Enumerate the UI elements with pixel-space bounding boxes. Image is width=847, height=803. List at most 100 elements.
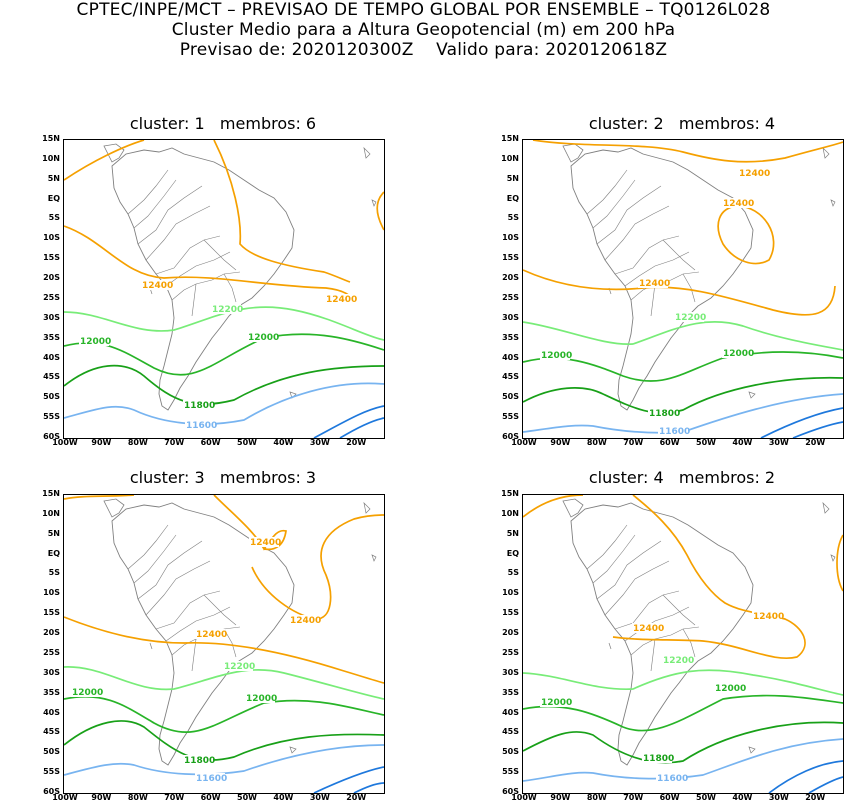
- lon-tick-label: 30W: [309, 793, 330, 802]
- country-border: [596, 540, 662, 600]
- lat-tick-label: EQ: [506, 193, 519, 203]
- contour-label-background: [211, 304, 241, 314]
- contour-11800: [523, 376, 843, 414]
- contour-11600: [523, 393, 843, 434]
- contour-11600: [64, 744, 384, 776]
- lat-tick-label: 10N: [42, 153, 60, 163]
- contour-label: 11600: [186, 421, 217, 431]
- contour-label-background: [662, 655, 692, 665]
- contour-label-background: [247, 332, 277, 342]
- lat-tick-label: 10N: [42, 508, 60, 518]
- contour-label: 11800: [643, 754, 674, 764]
- contour-label: 12200: [663, 656, 694, 666]
- contour-label-background: [185, 420, 215, 430]
- map-panel-cluster-2: 12400 12400 12400 12200 12000 12000 11800 11600: [522, 139, 844, 439]
- country-border: [592, 534, 636, 584]
- header-line-3: Previsao de: 2020120300Z Valido para: 20…: [179, 40, 668, 60]
- contour-label: 12000: [248, 333, 279, 343]
- lon-tick-label: 90W: [550, 438, 571, 447]
- lon-tick-label: 30W: [768, 793, 789, 802]
- contour-12200: [64, 666, 384, 700]
- lon-tick-label: 100W: [511, 438, 537, 447]
- lon-tick-label: 100W: [52, 438, 78, 447]
- lat-tick-label: 30S: [43, 312, 60, 322]
- map-panel-cluster-1: 12400 12400 12200 12000 12000 11800 11600: [63, 139, 385, 439]
- map-panel-cluster-4: 12400 12400 12200 12000 12000 11800 11600: [522, 494, 844, 794]
- lon-tick-label: 90W: [550, 793, 571, 802]
- lat-tick-label: 20S: [502, 628, 519, 638]
- lon-tick-label: 40W: [732, 438, 753, 447]
- lat-tick-label: 35S: [43, 687, 60, 697]
- contour-label-background: [632, 623, 662, 633]
- country-border: [223, 628, 237, 658]
- lon-tick-label: 50W: [237, 438, 257, 447]
- contour-label-background: [714, 683, 744, 693]
- lon-tick-label: 20W: [805, 438, 826, 447]
- country-border: [650, 283, 656, 317]
- lat-tick-label: 10S: [43, 588, 60, 598]
- lon-tick-label: 80W: [127, 438, 148, 447]
- lat-tick-label: EQ: [47, 548, 60, 558]
- contour-label: 11800: [649, 409, 680, 419]
- island-outline: [830, 199, 836, 207]
- lat-tick-label: 50S: [43, 392, 60, 402]
- lat-tick-label: 55S: [43, 767, 60, 777]
- island-outline: [822, 146, 830, 159]
- country-border: [155, 590, 221, 630]
- country-border: [604, 205, 670, 261]
- lon-tick-label: 80W: [586, 793, 607, 802]
- lat-tick-label: 35S: [502, 332, 519, 342]
- contour-label-background: [642, 753, 672, 763]
- lat-tick-label: 5S: [507, 568, 519, 578]
- contour-11400: [760, 407, 843, 438]
- lat-tick-label: 15N: [42, 489, 60, 498]
- country-border: [133, 534, 177, 584]
- lat-tick-label: 10N: [501, 153, 519, 163]
- lon-tick-label: 60W: [659, 438, 680, 447]
- country-border: [614, 590, 680, 630]
- contour-12400: [523, 269, 836, 316]
- contour-12200: [523, 669, 843, 696]
- lat-tick-label: 15S: [502, 253, 519, 263]
- contour-label-background: [638, 278, 668, 288]
- contour-label-background: [722, 198, 752, 208]
- header-line-1: CPTEC/INPE/MCT – PREVISAO DE TEMPO GLOBA…: [76, 0, 771, 20]
- contour-label: 12200: [224, 662, 255, 672]
- country-border: [133, 179, 177, 229]
- lat-tick-label: 45S: [502, 372, 519, 382]
- country-border: [127, 169, 169, 215]
- lat-tick-label: 30S: [502, 312, 519, 322]
- lat-tick-label: 60S: [43, 787, 60, 796]
- lat-tick-label: 10S: [43, 233, 60, 243]
- contour-11400: [768, 760, 843, 793]
- lon-tick-label: 100W: [511, 793, 537, 802]
- contour-12400: [64, 616, 384, 684]
- contour-11800: [64, 364, 384, 406]
- contour-label: 12000: [723, 349, 754, 359]
- lat-tick-label: 30S: [43, 667, 60, 677]
- lat-tick-label: 45S: [43, 372, 60, 382]
- country-border: [203, 239, 237, 271]
- lat-tick-label: 15N: [501, 489, 519, 498]
- map-canvas: 12400 12400 12200 12000 12000 11800 11600: [64, 140, 384, 438]
- contour-12400: [64, 225, 353, 301]
- lon-tick-label: 60W: [200, 438, 221, 447]
- contour-12400-east: [213, 140, 351, 283]
- country-border: [145, 205, 211, 261]
- lon-tick-label: 70W: [623, 438, 644, 447]
- island-outline: [289, 746, 297, 754]
- contour-12200: [523, 320, 843, 351]
- contour-label: 11800: [184, 401, 215, 411]
- lat-tick-label: 5S: [48, 213, 60, 223]
- central-america-coastline: [103, 143, 125, 163]
- contour-label: 12400: [142, 281, 173, 291]
- lon-tick-label: 90W: [91, 438, 112, 447]
- lat-tick-label: 15S: [43, 253, 60, 263]
- contour-12400-loop: [213, 495, 287, 551]
- lat-tick-label: 40S: [502, 352, 519, 362]
- lat-tick-label: 15S: [502, 608, 519, 618]
- contour-11800: [64, 720, 384, 761]
- contour-label-background: [752, 611, 782, 621]
- contour-12400-closed: [717, 205, 775, 265]
- lon-tick-label: 50W: [237, 793, 257, 802]
